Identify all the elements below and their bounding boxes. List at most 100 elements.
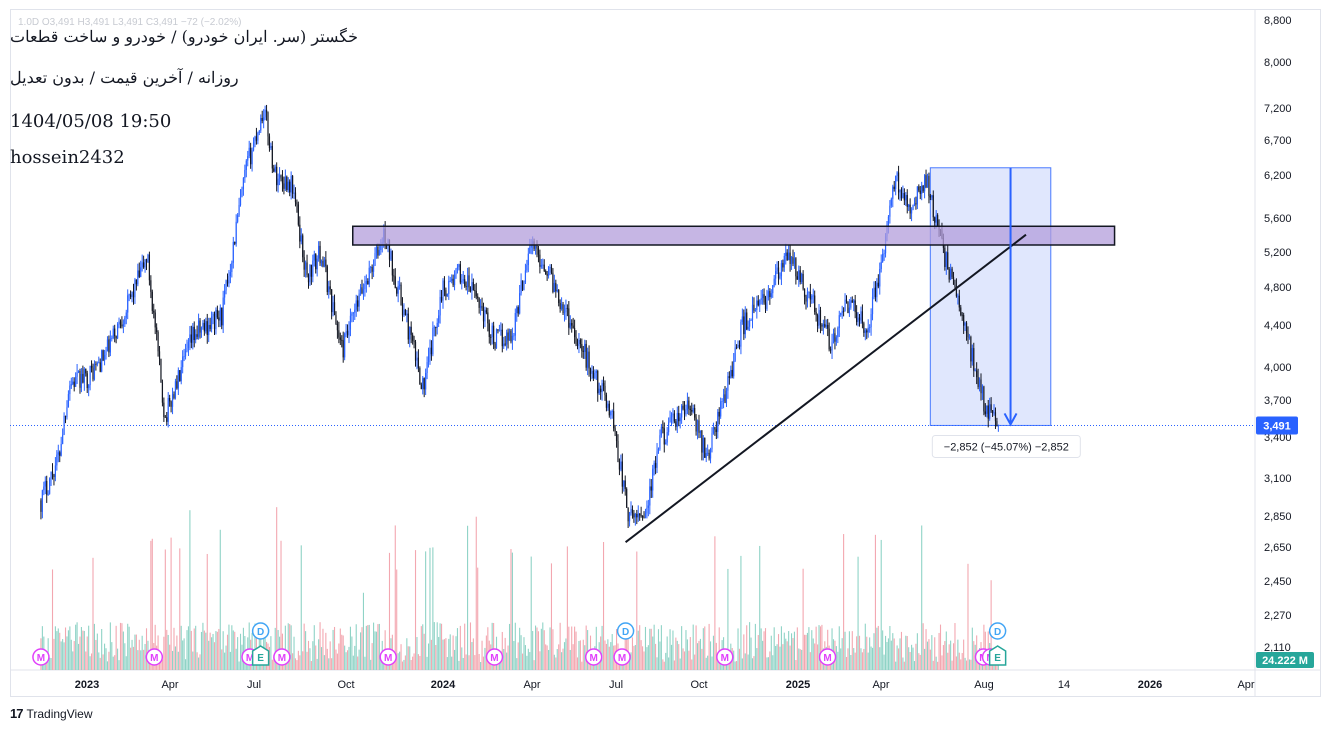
volume-bar <box>682 648 684 670</box>
volume-bar <box>287 623 289 670</box>
candle-body <box>289 181 291 193</box>
volume-bar <box>806 632 809 670</box>
volume-bar <box>844 631 846 670</box>
volume-bar <box>874 534 876 670</box>
volume-bar <box>422 624 424 670</box>
candle-body <box>414 342 417 361</box>
volume-bar <box>926 641 929 670</box>
candle-body <box>996 421 998 427</box>
candle-body <box>303 257 305 270</box>
candle-body <box>312 260 314 277</box>
candle-body <box>597 371 599 394</box>
candle-body <box>250 147 252 165</box>
volume-bar <box>754 623 756 670</box>
candle-body <box>964 322 966 326</box>
volume-bar <box>167 634 169 670</box>
volume-bar <box>242 627 244 670</box>
x-tick-label: 2024 <box>431 679 456 691</box>
volume-bar <box>215 631 217 670</box>
volume-bar <box>98 652 100 670</box>
candle-body <box>127 295 129 313</box>
volume-bar <box>608 646 610 670</box>
volume-bar <box>475 516 477 670</box>
volume-bar <box>448 638 450 670</box>
candle-body <box>420 384 422 390</box>
volume-bar <box>109 622 111 670</box>
volume-bar <box>232 630 234 670</box>
volume-bar <box>686 639 688 670</box>
volume-bar <box>773 627 775 670</box>
candle-body <box>423 378 425 390</box>
candle-body <box>370 267 372 268</box>
candle-body <box>657 448 660 452</box>
candle-body <box>50 471 52 479</box>
candle-body <box>397 285 399 294</box>
candle-body <box>555 282 557 292</box>
volume-bar <box>77 643 80 670</box>
candle-body <box>354 309 356 313</box>
candle-body <box>743 316 745 335</box>
candle-body <box>857 317 859 323</box>
volume-bar <box>545 644 547 670</box>
candle-body <box>727 376 729 391</box>
volume-bar <box>208 640 210 670</box>
candle-body <box>513 335 515 337</box>
candle-body <box>475 291 477 297</box>
candle-body <box>322 261 324 267</box>
y-tick-label: 2,270 <box>1264 610 1292 622</box>
candle-body <box>844 299 846 312</box>
dividend-event-icon <box>988 622 1007 640</box>
volume-bar <box>430 639 432 670</box>
volume-bar <box>900 631 903 670</box>
candle-body <box>699 430 702 433</box>
candle-body <box>805 296 807 302</box>
volume-bar <box>441 623 443 670</box>
candle-body <box>501 329 503 347</box>
candle-body <box>730 369 732 378</box>
volume-bar <box>941 655 943 670</box>
volume-bar <box>964 657 966 670</box>
volume-bar <box>523 637 525 670</box>
candle-body <box>808 291 810 293</box>
volume-bar <box>575 631 577 670</box>
y-tick-label: 3,100 <box>1264 473 1292 485</box>
volume-bar <box>581 661 583 670</box>
candle-body <box>494 343 496 349</box>
candle-body <box>571 322 573 326</box>
volume-bar <box>501 631 503 670</box>
volume-bar <box>173 627 175 670</box>
candle-body <box>393 275 395 277</box>
candle-body <box>524 270 527 283</box>
candle-body <box>873 287 875 297</box>
candle-body <box>569 322 571 328</box>
candle-body <box>164 416 166 418</box>
candle-body <box>199 320 201 333</box>
candle-body <box>267 112 269 137</box>
candle-body <box>913 203 916 205</box>
volume-bar <box>216 631 218 670</box>
candle-body <box>676 412 678 427</box>
candle-body <box>270 146 272 149</box>
volume-bar <box>192 651 194 670</box>
volume-bar <box>205 632 207 670</box>
tradingview-logo[interactable]: 17 TradingView <box>10 706 93 721</box>
volume-bar <box>790 633 793 670</box>
volume-bar <box>365 625 367 670</box>
x-tick-label: 2025 <box>786 679 810 691</box>
volume-bar <box>952 643 955 670</box>
volume-bar <box>963 639 965 670</box>
candle-body <box>225 280 227 291</box>
candle-body <box>848 307 850 314</box>
volume-bar <box>892 633 894 670</box>
candle-body <box>643 517 645 519</box>
event-label: M <box>150 653 158 664</box>
candle-body <box>458 264 460 268</box>
volume-bar <box>646 647 648 670</box>
candle-body <box>280 175 282 178</box>
candle-body <box>722 394 725 402</box>
volume-bar <box>407 646 409 670</box>
candle-body <box>206 321 208 336</box>
candle-body <box>620 461 622 470</box>
volume-bar <box>568 626 570 670</box>
